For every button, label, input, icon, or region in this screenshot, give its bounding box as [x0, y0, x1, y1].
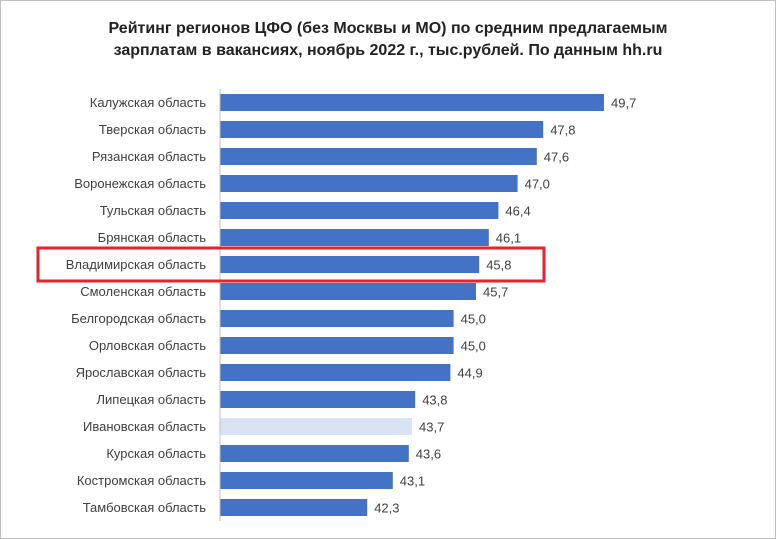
- chart-title: Рейтинг регионов ЦФО (без Москвы и МО) п…: [0, 18, 776, 62]
- value-label: 47,8: [550, 123, 575, 138]
- highlight-box: [36, 246, 546, 283]
- bar: [220, 94, 604, 111]
- bars-group: [220, 94, 604, 516]
- category-label: Рязанская область: [92, 149, 206, 164]
- value-label: 43,7: [419, 420, 444, 435]
- bar: [220, 499, 368, 516]
- category-label: Тамбовская область: [83, 500, 207, 515]
- value-label: 49,7: [611, 96, 636, 111]
- chart-title-line-1: Рейтинг регионов ЦФО (без Москвы и МО) п…: [108, 20, 668, 37]
- value-label: 47,0: [525, 177, 550, 192]
- category-label: Орловская область: [89, 338, 206, 353]
- category-label: Брянская область: [98, 230, 207, 245]
- category-labels: Калужская область Тверская область Рязанск…: [66, 95, 206, 515]
- category-label: Воронежская область: [74, 176, 206, 191]
- value-label: 46,1: [496, 231, 521, 246]
- category-label: Тульская область: [100, 203, 206, 218]
- value-label: 44,9: [457, 366, 482, 381]
- bar: [220, 445, 409, 462]
- bar: [220, 418, 412, 435]
- value-label: 43,8: [422, 393, 447, 408]
- value-labels: 49,7 47,8 47,6 47,0 46,4 46,1 45,8 45,7 45,0 45,0…: [374, 96, 636, 516]
- category-label: Смоленская область: [80, 284, 206, 299]
- value-label: 45,0: [461, 312, 486, 327]
- category-label: Белгородская область: [71, 311, 206, 326]
- bar: [220, 121, 544, 138]
- value-label: 45,8: [486, 258, 511, 273]
- category-label: Владимирская область: [66, 257, 206, 272]
- category-label: Калужская область: [90, 95, 206, 110]
- bar: [220, 391, 416, 408]
- value-label: 47,6: [544, 150, 569, 165]
- category-label: Ярославская область: [76, 365, 207, 380]
- value-label: 45,0: [461, 339, 486, 354]
- bar: [220, 148, 537, 165]
- value-label: 45,7: [483, 285, 508, 300]
- bar: [220, 337, 454, 354]
- category-label: Костромская область: [77, 473, 206, 488]
- bar: [220, 256, 480, 273]
- bar: [220, 229, 489, 246]
- bar: [220, 175, 518, 192]
- value-label: 46,4: [505, 204, 530, 219]
- category-label: Ивановская область: [83, 419, 206, 434]
- bar: [220, 202, 499, 219]
- value-label: 43,1: [400, 474, 425, 489]
- bar: [220, 283, 476, 300]
- chart-title-line-2: зарплатам в вакансиях, ноябрь 2022 г., т…: [113, 42, 663, 59]
- bar: [220, 472, 393, 489]
- bar: [220, 310, 454, 327]
- bar: [220, 364, 451, 381]
- value-label: 43,6: [416, 447, 441, 462]
- category-label: Тверская область: [99, 122, 206, 137]
- category-label: Курская область: [106, 446, 206, 461]
- value-label: 42,3: [374, 501, 399, 516]
- category-label: Липецкая область: [97, 392, 207, 407]
